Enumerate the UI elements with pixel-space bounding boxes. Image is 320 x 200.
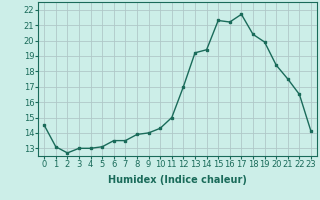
X-axis label: Humidex (Indice chaleur): Humidex (Indice chaleur) <box>108 175 247 185</box>
